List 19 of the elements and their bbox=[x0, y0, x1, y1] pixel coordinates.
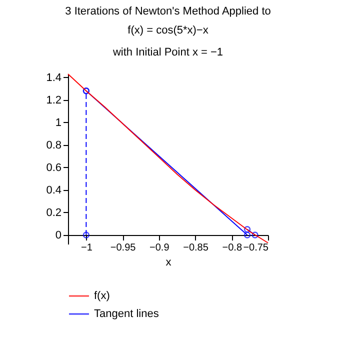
y-tick-label: 1.4 bbox=[46, 72, 62, 84]
y-tick-label: 0.2 bbox=[46, 206, 62, 219]
x-axis-title: x bbox=[166, 256, 172, 268]
y-tick-label: 0 bbox=[55, 229, 62, 242]
legend-label: Tangent lines bbox=[94, 308, 160, 320]
y-tick-label: 0.8 bbox=[46, 139, 62, 152]
y-tick-label: 0.4 bbox=[46, 184, 62, 196]
legend-label: f(x) bbox=[94, 290, 110, 302]
chart-subtitle: f(x) = cos(5*x)−x with Initial Point x = −1 bbox=[112, 24, 224, 58]
y-tick-label: 0.6 bbox=[46, 162, 62, 174]
chart-title: 3 Iterations of Newton's Method Applied to bbox=[65, 5, 271, 18]
y-tick-label: 1.2 bbox=[46, 94, 62, 106]
x-tick-label: −1 bbox=[80, 242, 93, 254]
x-tick-label: −0.95 bbox=[110, 242, 136, 254]
x-tick-label: −0.75 bbox=[243, 242, 269, 254]
x-tick-label: −0.85 bbox=[183, 242, 209, 254]
x-tick-label: −0.8 bbox=[222, 242, 242, 254]
y-tick-label: 1 bbox=[55, 116, 62, 129]
x-tick-label: −0.9 bbox=[150, 242, 170, 254]
